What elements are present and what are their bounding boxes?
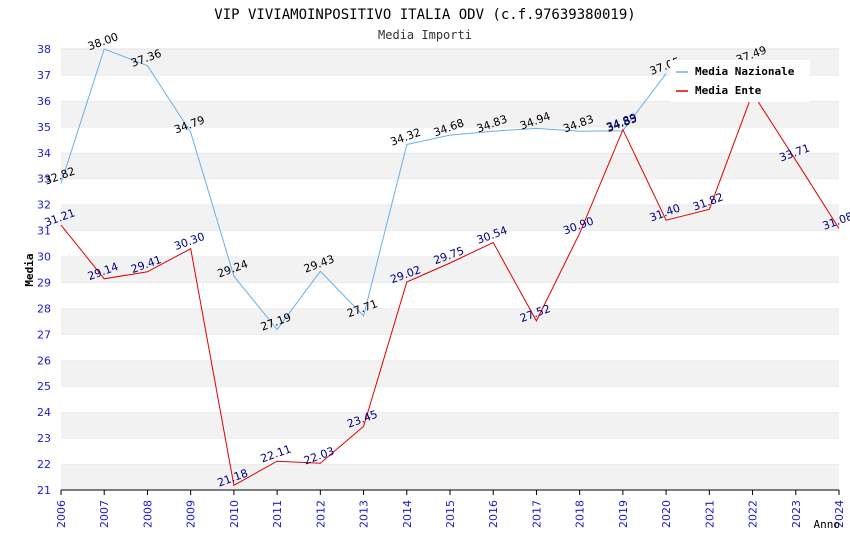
x-tick-label: 2006 [55,500,68,528]
y-tick-label: 27 [37,328,51,341]
legend: Media Nazionale Media Ente [670,60,810,102]
grid-band [61,360,839,387]
x-tick-label: 2014 [401,500,414,528]
x-axis-label: Anno [814,518,841,531]
grid-band [61,256,839,283]
series-lines [60,49,840,487]
x-tick-label: 2017 [530,500,543,528]
grid-band [61,438,839,465]
legend-label-media-nazionale: Media Nazionale [695,65,795,78]
x-tick-label: 2021 [703,500,716,528]
y-tick-label: 29 [37,276,51,289]
x-tick-label: 2008 [141,500,154,528]
x-tick-label: 2023 [790,500,803,528]
x-tick-label: 2020 [660,500,673,528]
y-tick-label: 30 [37,251,51,264]
grid-band [61,464,839,490]
grid-band [61,178,839,205]
grid-band [61,282,839,309]
y-tick-label: 32 [37,199,51,212]
y-tick-label: 35 [37,121,51,134]
y-tick-label: 21 [37,484,51,497]
legend-label-media-ente: Media Ente [695,84,762,97]
x-tick-label: 2009 [185,500,198,528]
x-tick-label: 2012 [314,500,327,528]
y-tick-label: 38 [37,43,51,56]
grid-band [61,308,839,335]
x-tick-label: 2022 [747,500,760,528]
x-tick-label: 2015 [444,500,457,528]
y-tick-label: 31 [37,225,51,238]
x-axis-ticks: 2006 2007 2008 2009 2010 2011 2012 2013 2014 2015… [55,490,846,528]
grid-band [61,126,839,153]
x-tick-label: 2016 [487,500,500,528]
y-tick-label: 26 [37,354,51,367]
grid-band [61,100,839,127]
grid-band [61,386,839,413]
x-tick-label: 2010 [228,500,241,528]
chart-title: VIP VIVIAMOINPOSITIVO ITALIA ODV (c.f.97… [214,7,635,23]
y-tick-label: 34 [37,147,51,160]
grid-band [61,334,839,361]
y-tick-label: 36 [37,95,51,108]
x-tick-label: 2018 [574,500,587,528]
y-axis-ticks: 21 22 23 24 25 26 27 28 29 30 31 32 33 34 35 36 37 38 [37,43,51,497]
series-line-media-ente [60,91,840,487]
chart-subtitle: Media Importi [378,28,472,42]
x-tick-label: 2024 [833,500,846,528]
y-axis-label: Media [23,253,36,286]
y-tick-label: 22 [37,458,51,471]
x-tick-label: 2011 [271,500,284,528]
grid-band [61,152,839,179]
grid-band [61,230,839,257]
y-tick-label: 33 [37,173,51,186]
grid-band [61,412,839,439]
y-tick-label: 28 [37,302,51,315]
legend-box [670,60,810,102]
y-tick-label: 24 [37,406,51,419]
x-tick-label: 2013 [358,500,371,528]
y-tick-label: 23 [37,432,51,445]
x-tick-label: 2019 [617,500,630,528]
y-tick-label: 37 [37,69,51,82]
grid-band [61,204,839,231]
grid-bands [61,48,839,490]
y-tick-label: 25 [37,380,51,393]
x-tick-label: 2007 [98,500,111,528]
